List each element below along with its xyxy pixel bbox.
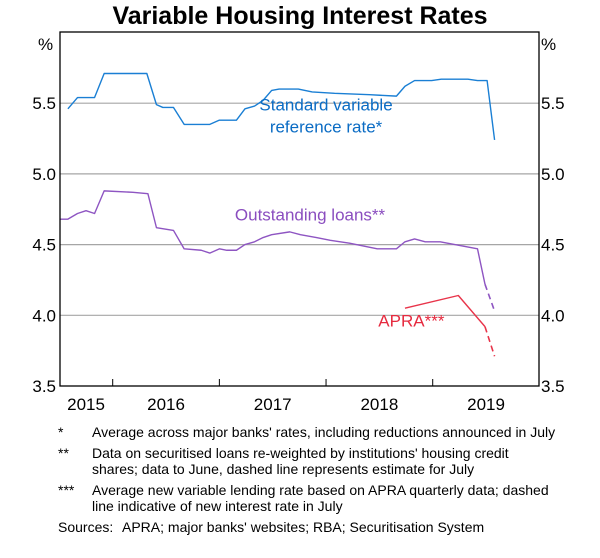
sources-text: APRA; major banks' websites; RBA; Securi… — [122, 519, 485, 535]
y-tick-label-left: 3.5 — [32, 377, 56, 396]
x-ticks — [112, 379, 434, 386]
x-tick-label: 2016 — [147, 395, 185, 414]
footnote-3: *** Average new variable lending rate ba… — [58, 482, 558, 514]
line-chart: % % 3.5 3.54.0 4.04.5 4.55.0 5.05.5 5.5 2015 2… — [32, 31, 565, 414]
y-tick-label-left: 4.0 — [32, 306, 56, 325]
y-tick-label-left: 4.5 — [32, 236, 56, 255]
x-tick-labels: 2015 2016 2017 2018 2019 — [67, 395, 505, 414]
series-line-3 — [404, 294, 486, 328]
y-axis-unit-right: % — [541, 35, 556, 54]
y-tick-label-left: 5.0 — [32, 165, 56, 184]
series-dashed-2 — [484, 283, 496, 312]
footnote-mark: *** — [58, 482, 75, 498]
y-tick-label-right: 5.5 — [541, 94, 565, 113]
y-tick-label-right: 3.5 — [541, 377, 565, 396]
footnote-2: ** Data on securitised loans re-weighted… — [58, 445, 558, 477]
y-tick-label-right: 5.0 — [541, 165, 565, 184]
x-tick-label: 2019 — [467, 395, 505, 414]
x-tick-label: 2015 — [67, 395, 105, 414]
chart-title: Variable Housing Interest Rates — [112, 2, 488, 30]
y-tick-label-left: 5.5 — [32, 94, 56, 113]
series-lines — [60, 72, 496, 357]
x-tick-label: 2017 — [254, 395, 292, 414]
sources-label: Sources: — [58, 519, 114, 535]
footnote-text: Average new variable lending rate based … — [92, 482, 549, 514]
y-tick-label-right: 4.5 — [541, 236, 565, 255]
series-line-1 — [67, 72, 496, 141]
footnote-text: Data on securitised loans re-weighted by… — [92, 445, 509, 477]
footnote-mark: * — [58, 424, 64, 440]
series-label-3: APRA*** — [378, 312, 445, 331]
y-tick-label-right: 4.0 — [541, 306, 565, 325]
series-label-2: Outstanding loans** — [235, 206, 386, 225]
plot-frame — [59, 31, 540, 387]
series-label-1: Standard variable — [259, 95, 392, 114]
footnote-1: * Average across major banks' rates, inc… — [58, 424, 558, 440]
footnote-mark: ** — [58, 445, 69, 461]
footnote-text: Average across major banks' rates, inclu… — [92, 424, 556, 440]
x-tick-label: 2018 — [360, 395, 398, 414]
footnotes: * Average across major banks' rates, inc… — [58, 424, 558, 535]
series-line-2 — [60, 190, 486, 285]
y-tick-labels: 3.5 3.5 4.0 4.0 4.5 4.5 5.0 5.0 5.5 5.5 — [32, 94, 564, 396]
sources: Sources: APRA; major banks' websites; RB… — [58, 519, 558, 535]
series-dashed-3 — [484, 326, 496, 357]
y-axis-unit-left: % — [38, 35, 53, 54]
series-label-1: reference rate* — [270, 117, 383, 136]
gridlines — [60, 102, 539, 316]
series-labels: Standard variable reference rate* Outstand… — [235, 95, 445, 330]
